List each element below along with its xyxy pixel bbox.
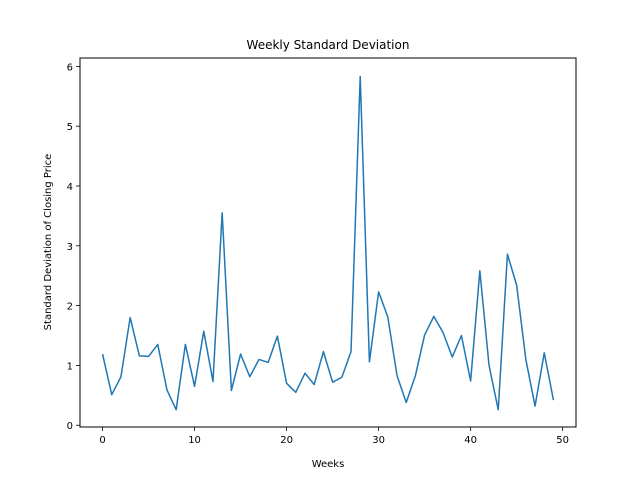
x-tick-label: 0 [99, 435, 105, 446]
x-tick-label: 10 [188, 435, 201, 446]
x-tick-label: 20 [280, 435, 293, 446]
y-tick-label: 2 [67, 302, 73, 313]
chart-title: Weekly Standard Deviation [247, 38, 410, 52]
x-tick-label: 50 [556, 435, 569, 446]
x-tick-label: 40 [464, 435, 477, 446]
x-axis-label: Weeks [312, 459, 345, 470]
y-tick-label: 4 [67, 182, 73, 193]
y-tick-label: 0 [67, 421, 73, 432]
y-tick-label: 3 [67, 242, 73, 253]
x-axis-ticks: 0 10 20 30 40 50 [99, 427, 569, 446]
y-tick-label: 1 [67, 361, 73, 372]
y-axis-ticks: 0 1 2 3 4 5 6 [67, 62, 80, 432]
y-tick-label: 6 [67, 62, 73, 73]
axes-frame [79, 57, 577, 428]
y-tick-label: 5 [67, 122, 73, 133]
y-axis-label: Standard Deviation of Closing Price [43, 154, 54, 331]
series-line [101, 75, 555, 411]
plot-area [101, 75, 555, 411]
x-tick-label: 30 [372, 435, 385, 446]
